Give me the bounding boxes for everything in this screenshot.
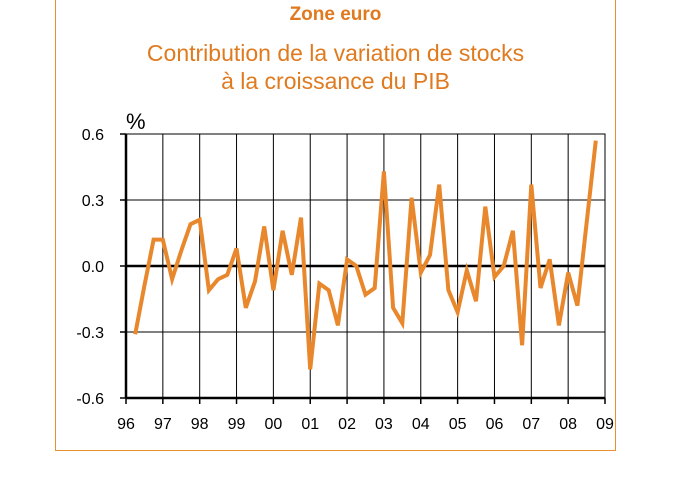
x-tick-label: 03	[375, 416, 393, 433]
chart-title-line2: à la croissance du PIB	[221, 68, 450, 94]
y-axis-unit-label: %	[126, 109, 146, 134]
chart-frame	[55, 0, 616, 451]
x-tick-label: 06	[486, 416, 504, 433]
x-tick-label: 05	[449, 416, 467, 433]
y-tick-label: 0.6	[82, 127, 104, 144]
x-tick-label: 96	[117, 416, 135, 433]
x-tick-label: 98	[191, 416, 209, 433]
y-tick-label: 0.3	[82, 193, 104, 210]
x-tick-label: 09	[596, 416, 614, 433]
x-tick-label: 97	[154, 416, 172, 433]
x-tick-label: 04	[412, 416, 430, 433]
x-tick-label: 01	[301, 416, 319, 433]
chart-title-line1: Contribution de la variation de stocks	[146, 40, 525, 66]
y-tick-label: -0.3	[76, 325, 104, 342]
x-tick-label: 99	[228, 416, 246, 433]
chart-supertitle: Zone euro	[289, 4, 382, 25]
x-tick-label: 07	[522, 416, 540, 433]
y-tick-label: 0.0	[82, 259, 104, 276]
series-line	[133, 140, 598, 370]
x-tick-label: 08	[559, 416, 577, 433]
x-tick-label: 00	[264, 416, 282, 433]
x-tick-label: 02	[338, 416, 356, 433]
y-tick-label: -0.6	[76, 391, 104, 408]
